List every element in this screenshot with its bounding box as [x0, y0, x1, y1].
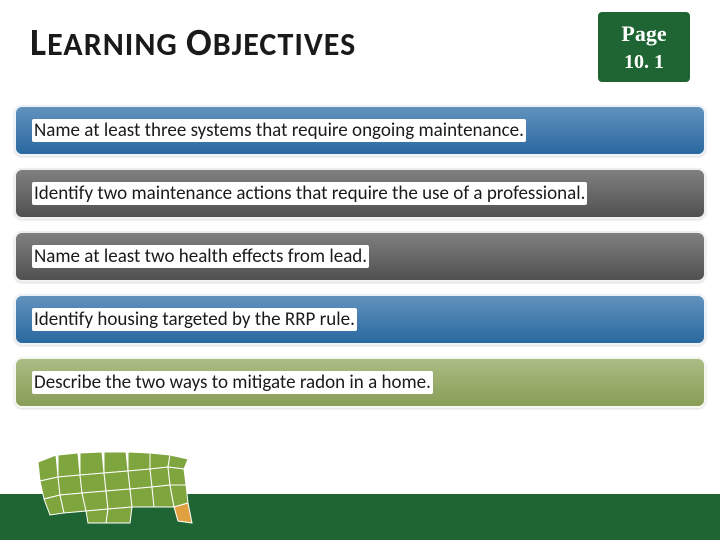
objective-item: Identify two maintenance actions that re…: [14, 168, 706, 219]
objective-item: Describe the two ways to mitigate radon …: [14, 357, 706, 408]
objective-item: Name at least three systems that require…: [14, 105, 706, 156]
objective-text: Name at least two health effects from le…: [32, 245, 369, 268]
objective-text: Describe the two ways to mitigate radon …: [32, 371, 433, 394]
page-number: 10. 1: [624, 51, 664, 74]
title-cap-1: L: [30, 20, 47, 66]
title-rest-2: BJECTIVES: [213, 25, 356, 64]
objectives-list: Name at least three systems that require…: [0, 95, 720, 408]
header: LEARNING OBJECTIVES Page 10. 1: [0, 0, 720, 95]
objective-text: Name at least three systems that require…: [32, 119, 526, 142]
page-badge: Page 10. 1: [598, 12, 690, 82]
page-label: Page: [621, 21, 666, 47]
objective-item: Name at least two health effects from le…: [14, 231, 706, 282]
title-cap-2: O: [186, 20, 213, 66]
us-map-icon: [28, 437, 208, 532]
title-rest-1: EARNING: [47, 25, 178, 64]
objective-item: Identify housing targeted by the RRP rul…: [14, 294, 706, 345]
objective-text: Identify two maintenance actions that re…: [32, 182, 587, 205]
objective-text: Identify housing targeted by the RRP rul…: [32, 308, 357, 331]
slide-title: LEARNING OBJECTIVES: [30, 20, 356, 66]
